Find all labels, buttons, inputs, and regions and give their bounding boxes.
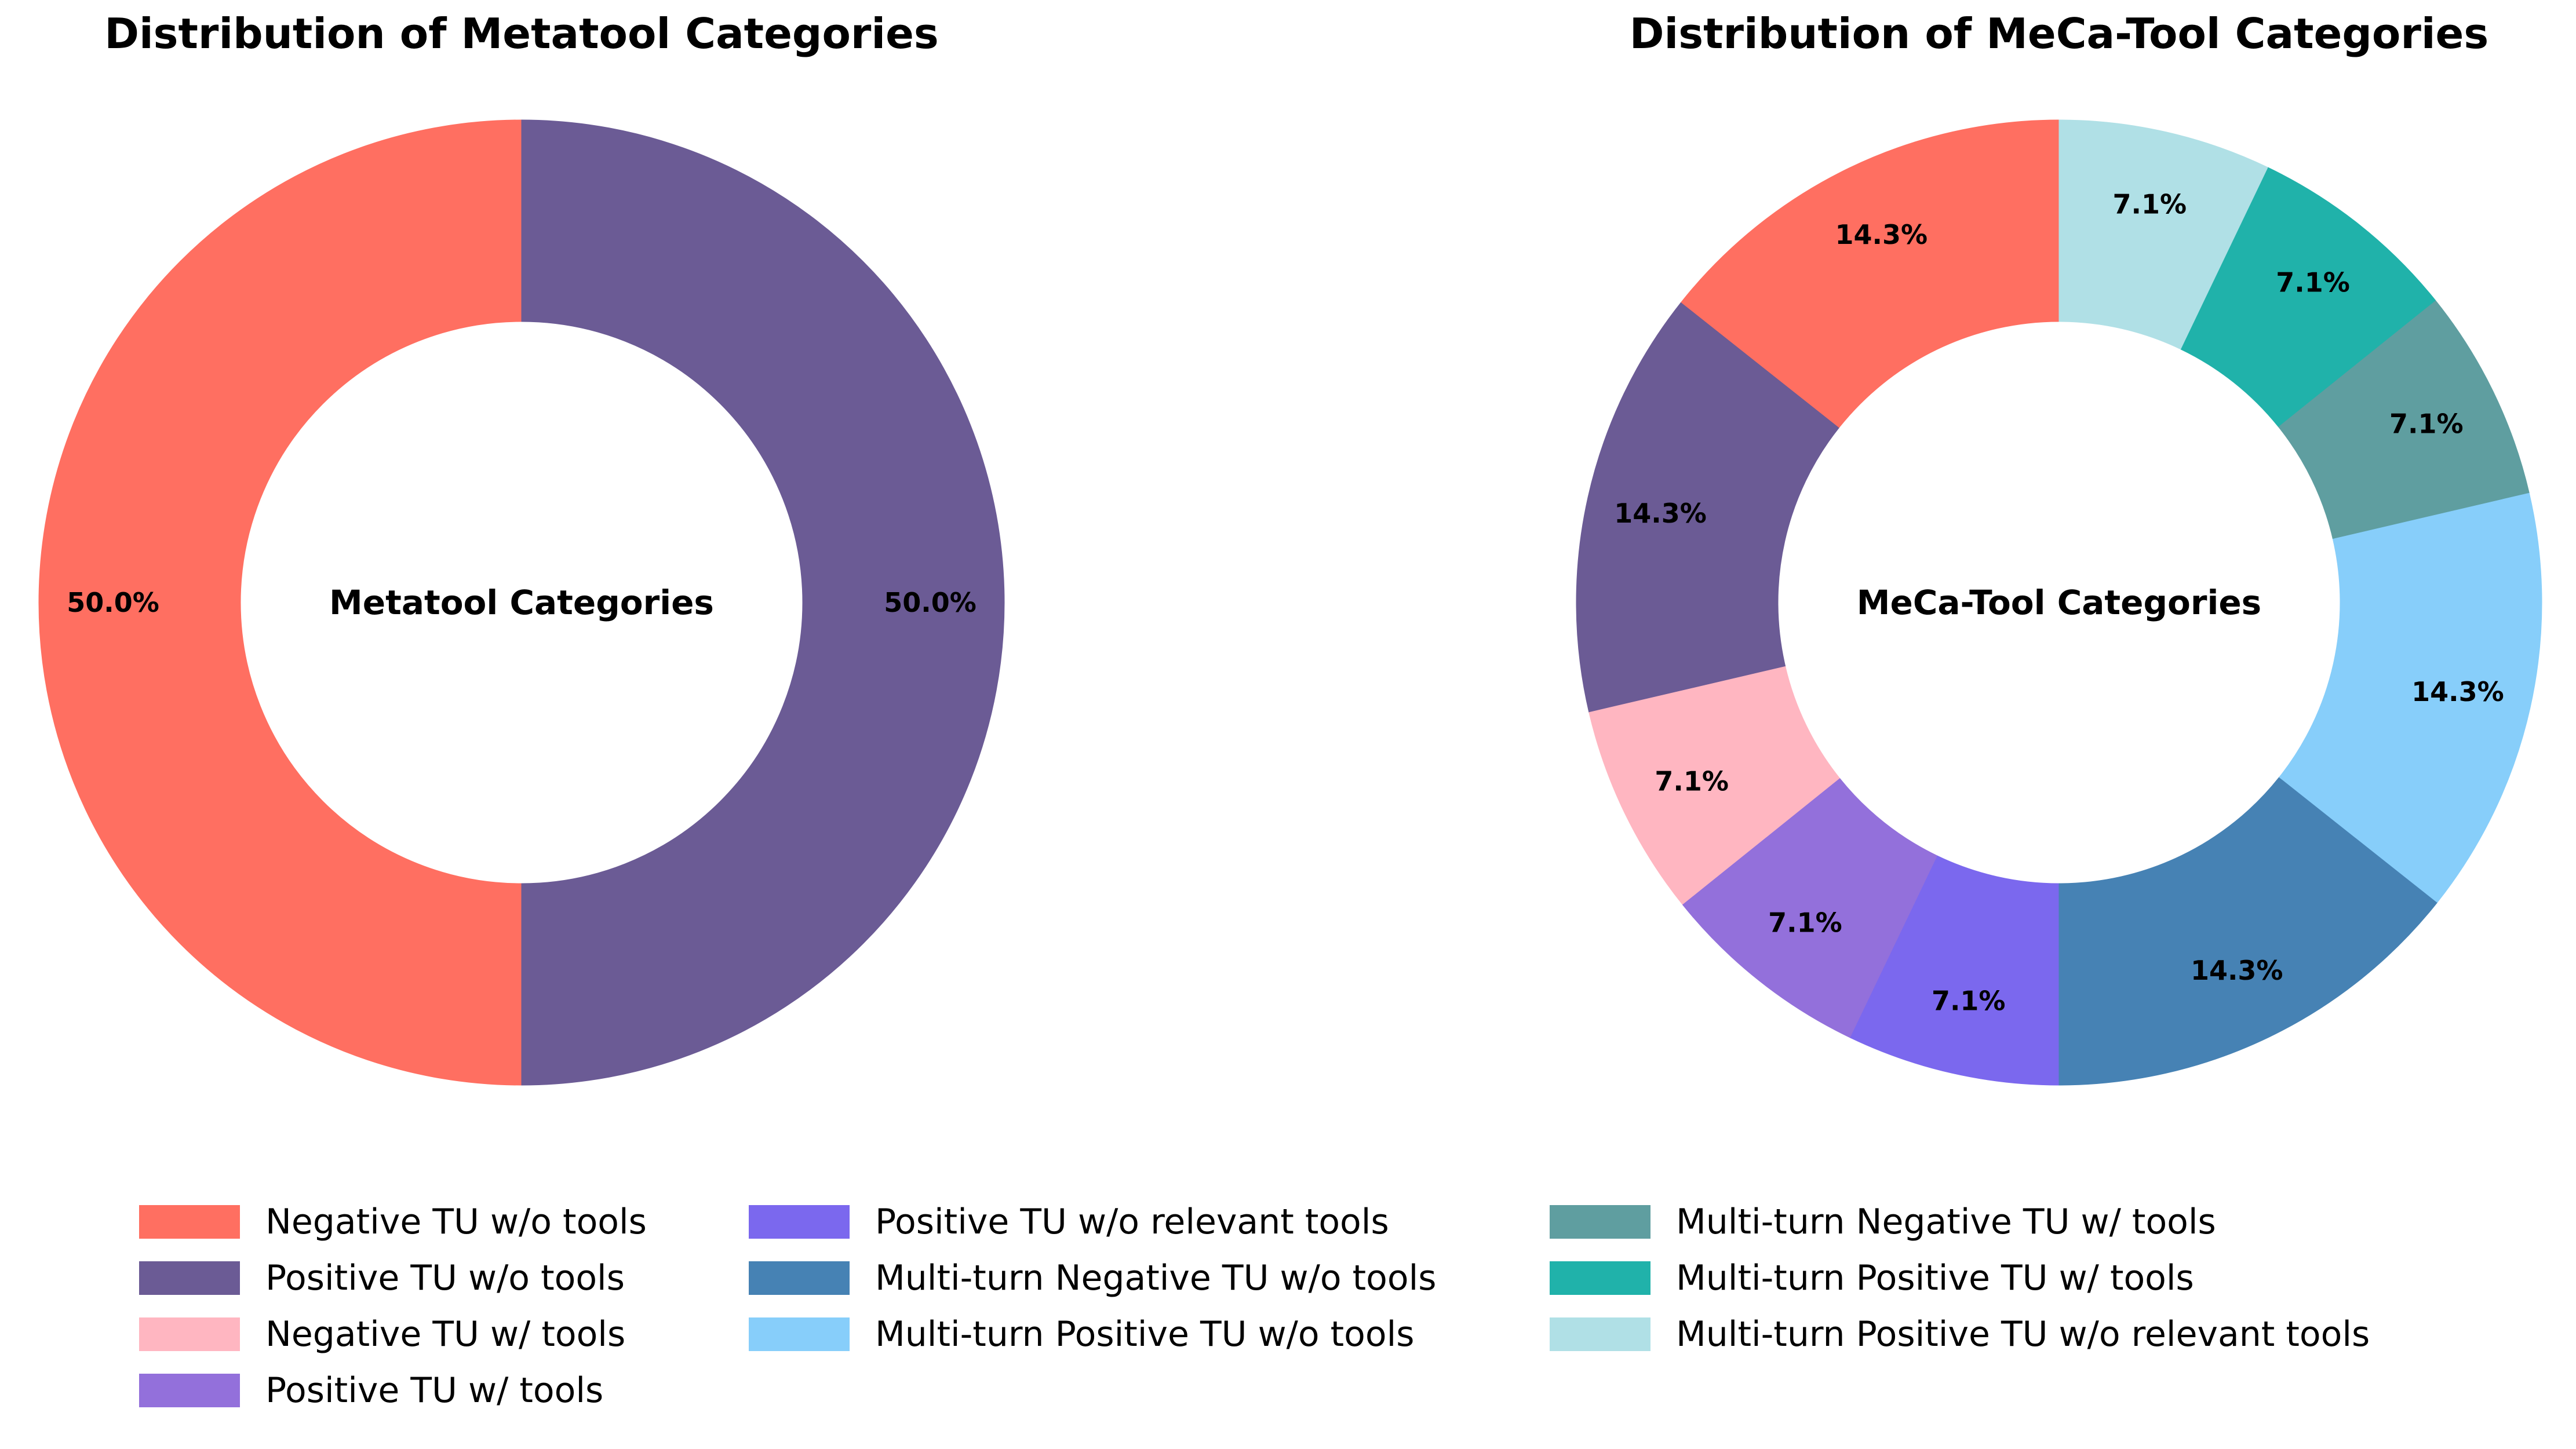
slice-percent-label: 7.1%	[2276, 267, 2350, 298]
donut-slice	[1680, 119, 2060, 429]
legend-swatch	[139, 1373, 240, 1407]
legend-label: Positive TU w/o tools	[265, 1257, 625, 1298]
legend-item: Positive TU w/o tools	[139, 1250, 647, 1306]
legend-label: Positive TU w/ tools	[265, 1370, 604, 1411]
slice-percent-label: 14.3%	[2411, 676, 2504, 707]
slice-percent-label: 7.1%	[2112, 189, 2187, 220]
legend-swatch	[749, 1205, 850, 1239]
legend-swatch	[139, 1205, 240, 1239]
legend-swatch	[1550, 1317, 1650, 1351]
slice-percent-label: 50.0%	[884, 587, 977, 618]
legend: Negative TU w/o tools Positive TU w/o to…	[0, 1193, 2576, 1437]
slice-percent-label: 7.1%	[1768, 907, 1842, 938]
donut-slice	[2058, 119, 2268, 350]
chart-title-metatool: Distribution of Metatool Categories	[104, 9, 939, 58]
donut-slice	[38, 119, 522, 1086]
legend-column: Negative TU w/o tools Positive TU w/o to…	[139, 1193, 647, 1418]
legend-item: Multi-turn Negative TU w/o tools	[749, 1250, 1437, 1306]
legend-label: Multi-turn Positive TU w/o relevant tool…	[1676, 1313, 2370, 1355]
donut-slice	[2058, 776, 2438, 1086]
slice-percent-label: 14.3%	[2191, 955, 2283, 986]
slice-percent-label: 50.0%	[67, 587, 159, 618]
legend-label: Negative TU w/ tools	[265, 1313, 626, 1355]
legend-label: Multi-turn Negative TU w/o tools	[875, 1257, 1437, 1298]
legend-column: Multi-turn Negative TU w/ tools Multi-tu…	[1550, 1193, 2370, 1362]
donut-slice	[1576, 302, 1839, 713]
donut-slice	[521, 119, 1005, 1086]
legend-item: Positive TU w/o relevant tools	[749, 1193, 1437, 1250]
legend-column: Positive TU w/o relevant tools Multi-tur…	[749, 1193, 1437, 1362]
donut-center-label: Metatool Categories	[329, 583, 714, 622]
legend-swatch	[749, 1317, 850, 1351]
legend-swatch	[1550, 1205, 1650, 1239]
legend-item: Multi-turn Positive TU w/ tools	[1550, 1250, 2370, 1306]
donut-center-label: MeCa-Tool Categories	[1857, 583, 2261, 622]
slice-percent-label: 14.3%	[1614, 498, 1707, 529]
slice-percent-label: 14.3%	[1835, 219, 1928, 250]
slice-percent-label: 7.1%	[1655, 766, 1729, 797]
donut-chart-meca-tool: 14.3% 14.3% 7.1% 7.1% 7.1% 14.3% 14.3% 7.1% 7.1%…	[1576, 119, 2542, 1086]
legend-item: Multi-turn Positive TU w/o tools	[749, 1306, 1437, 1362]
chart-title-meca-tool: Distribution of MeCa-Tool Categories	[1629, 9, 2489, 58]
legend-item: Multi-turn Positive TU w/o relevant tool…	[1550, 1306, 2370, 1362]
slice-percent-label: 7.1%	[1932, 985, 2006, 1016]
slice-percent-label: 7.1%	[2389, 408, 2464, 439]
legend-label: Multi-turn Negative TU w/ tools	[1676, 1201, 2216, 1242]
legend-swatch	[749, 1261, 850, 1295]
legend-label: Multi-turn Positive TU w/o tools	[875, 1313, 1415, 1355]
legend-swatch	[1550, 1261, 1650, 1295]
legend-swatch	[139, 1261, 240, 1295]
legend-item: Multi-turn Negative TU w/ tools	[1550, 1193, 2370, 1250]
legend-label: Negative TU w/o tools	[265, 1201, 647, 1242]
legend-item: Positive TU w/ tools	[139, 1362, 647, 1418]
legend-swatch	[139, 1317, 240, 1351]
donut-slice	[2279, 492, 2542, 903]
legend-item: Negative TU w/o tools	[139, 1193, 647, 1250]
legend-label: Multi-turn Positive TU w/ tools	[1676, 1257, 2194, 1298]
donut-chart-metatool: 50.0% 50.0% Metatool Categories	[38, 119, 1005, 1086]
legend-item: Negative TU w/ tools	[139, 1306, 647, 1362]
legend-label: Positive TU w/o relevant tools	[875, 1201, 1389, 1242]
